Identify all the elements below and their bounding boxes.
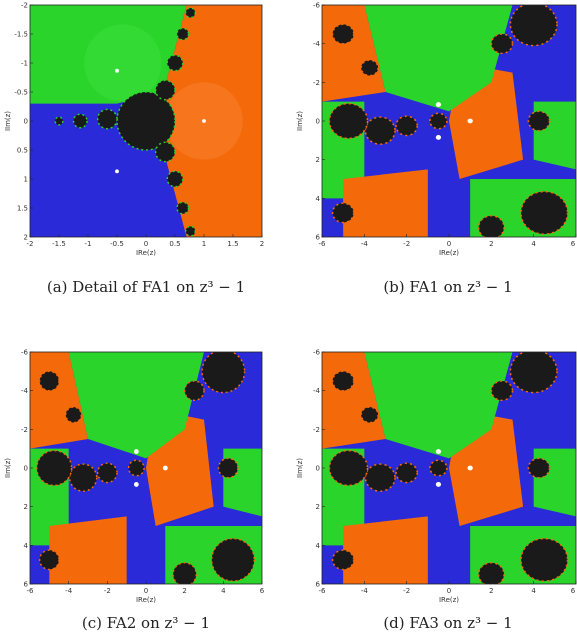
y-tick-label: -2 xyxy=(21,426,28,434)
y-tick-label: 0 xyxy=(316,118,320,126)
y-tick-label: -6 xyxy=(313,349,321,357)
y-axis-label: IIm(z) xyxy=(296,111,304,131)
y-tick-label: -6 xyxy=(21,349,29,357)
y-tick-label: 4 xyxy=(316,542,321,550)
x-tick-label: 2 xyxy=(260,240,264,248)
fractal-image xyxy=(30,352,262,584)
y-tick-label: -6 xyxy=(313,2,321,10)
y-tick-label: 0.5 xyxy=(17,147,28,155)
x-tick-label: 4 xyxy=(221,587,226,595)
caption: (d) FA3 on z³ − 1 xyxy=(383,614,512,632)
x-tick-label: -0.5 xyxy=(110,240,124,248)
y-tick-label: 4 xyxy=(316,195,321,203)
y-tick-label: 1.5 xyxy=(17,205,28,213)
y-tick-label: 6 xyxy=(316,581,321,589)
y-tick-label: 2 xyxy=(316,156,320,164)
y-tick-label: 2 xyxy=(24,503,28,511)
y-tick-label: -4 xyxy=(313,40,321,48)
y-tick-label: 2 xyxy=(316,503,320,511)
x-tick-label: -4 xyxy=(65,587,73,595)
x-tick-label: -2 xyxy=(27,240,34,248)
x-axis-label: IRe(z) xyxy=(136,249,156,257)
x-tick-label: 0.5 xyxy=(169,240,180,248)
y-tick-label: -2 xyxy=(313,426,320,434)
x-tick-label: -4 xyxy=(361,240,369,248)
y-tick-label: 0 xyxy=(316,465,320,473)
x-tick-label: 6 xyxy=(571,240,576,248)
x-axis-label: IRe(z) xyxy=(136,596,156,604)
x-tick-label: 2 xyxy=(182,587,186,595)
x-tick-label: 0 xyxy=(447,240,451,248)
x-tick-label: -6 xyxy=(27,587,35,595)
x-tick-label: -2 xyxy=(403,587,410,595)
x-tick-label: -2 xyxy=(104,587,111,595)
x-tick-label: -6 xyxy=(319,240,327,248)
x-tick-label: 6 xyxy=(260,587,265,595)
y-tick-label: -2 xyxy=(21,2,28,10)
y-tick-label: -2 xyxy=(313,79,320,87)
x-tick-label: 1.5 xyxy=(227,240,238,248)
x-tick-label: 4 xyxy=(531,240,536,248)
y-tick-label: -1 xyxy=(21,60,28,68)
y-tick-label: 6 xyxy=(316,234,321,242)
y-axis-label: IIm(z) xyxy=(296,458,304,478)
y-tick-label: 1 xyxy=(24,176,28,184)
x-tick-label: -1.5 xyxy=(52,240,66,248)
y-tick-label: 0 xyxy=(24,118,28,126)
y-axis-label: IIm(z) xyxy=(4,458,12,478)
fractal-image xyxy=(30,5,262,237)
y-tick-label: -1.5 xyxy=(14,31,28,39)
fractal-image xyxy=(322,5,576,237)
y-tick-label: -4 xyxy=(313,387,321,395)
x-axis-label: IRe(z) xyxy=(439,249,459,257)
fractal-image xyxy=(322,352,576,584)
caption: (b) FA1 on z³ − 1 xyxy=(383,278,512,296)
y-tick-label: 6 xyxy=(24,581,29,589)
y-axis-label: IIm(z) xyxy=(4,111,12,131)
caption: (c) FA2 on z³ − 1 xyxy=(82,614,210,632)
x-tick-label: 2 xyxy=(489,587,493,595)
y-tick-label: -0.5 xyxy=(14,89,28,97)
x-tick-label: -2 xyxy=(403,240,410,248)
x-tick-label: -6 xyxy=(319,587,327,595)
x-tick-label: -1 xyxy=(85,240,92,248)
x-tick-label: 0 xyxy=(144,587,148,595)
y-tick-label: 2 xyxy=(24,234,28,242)
x-tick-label: 0 xyxy=(447,587,451,595)
x-axis-label: IRe(z) xyxy=(439,596,459,604)
x-tick-label: 1 xyxy=(202,240,206,248)
x-tick-label: -4 xyxy=(361,587,369,595)
x-tick-label: 4 xyxy=(531,587,536,595)
caption: (a) Detail of FA1 on z³ − 1 xyxy=(47,278,245,296)
x-tick-label: 2 xyxy=(489,240,493,248)
y-tick-label: 0 xyxy=(24,465,28,473)
x-tick-label: 6 xyxy=(571,587,576,595)
y-tick-label: 4 xyxy=(24,542,29,550)
y-tick-label: -4 xyxy=(21,387,29,395)
x-tick-label: 0 xyxy=(144,240,148,248)
